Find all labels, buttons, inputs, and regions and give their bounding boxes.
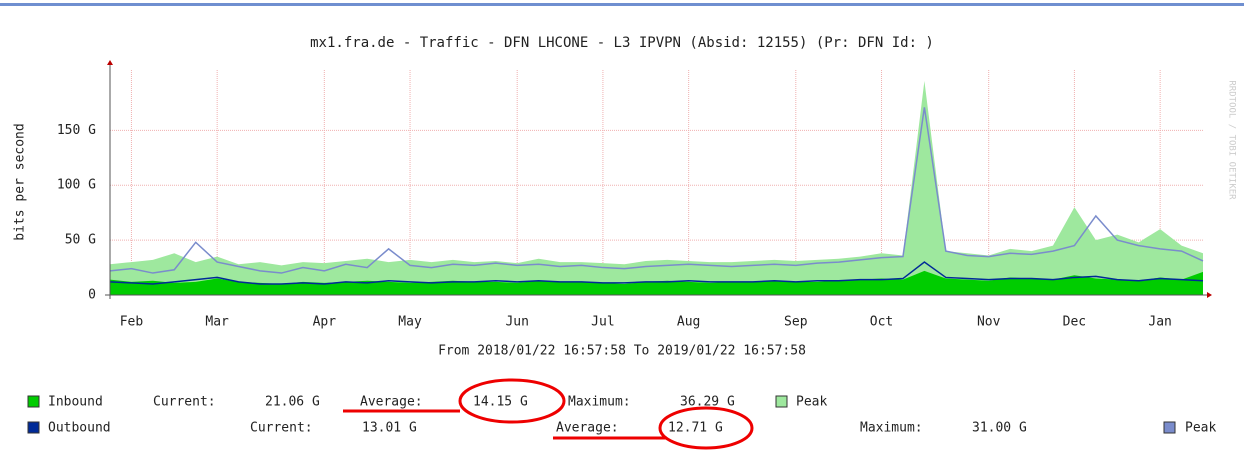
area	[110, 270, 1203, 295]
legend-swatch	[27, 395, 40, 408]
axis-arrow	[107, 60, 113, 65]
x-tick-label: Aug	[677, 315, 700, 330]
top-bar	[0, 3, 1244, 6]
line	[109, 261, 1204, 285]
x-tick-label: Feb	[120, 315, 144, 330]
x-tick-label: Jun	[505, 315, 528, 330]
stat-value: 36.29 G	[680, 395, 735, 410]
legend-swatch	[1163, 421, 1176, 434]
stat-label: Maximum:	[860, 421, 923, 436]
stat-label: Current:	[250, 421, 313, 436]
stat-value: 21.06 G	[265, 395, 320, 410]
chart-title: mx1.fra.de - Traffic - DFN LHCONE - L3 I…	[310, 35, 934, 51]
x-tick-label: Jan	[1148, 315, 1171, 330]
stat-value: 31.00 G	[972, 421, 1027, 436]
y-tick-label: 150 G	[57, 123, 96, 138]
area	[110, 80, 1203, 295]
annotations	[343, 378, 754, 450]
stat-label: Average:	[360, 395, 423, 410]
legend-swatch	[775, 395, 788, 408]
y-tick-label: 0	[88, 288, 96, 303]
x-tick-label: May	[398, 315, 422, 330]
x-tick-label: Oct	[870, 315, 893, 330]
x-axis-label: From 2018/01/22 16:57:58 To 2019/01/22 1…	[438, 344, 806, 359]
stat-value: 14.15 G	[473, 395, 528, 410]
legend: Inbound Current: 21.06 G Average: 14.15 …	[27, 395, 1216, 436]
stat-label: Current:	[153, 395, 216, 410]
x-tick-label: Sep	[784, 315, 808, 330]
legend-label: Peak	[796, 395, 827, 410]
stat-value: 13.01 G	[362, 421, 417, 436]
stat-value: 12.71 G	[668, 421, 723, 436]
legend-label: Outbound	[48, 421, 111, 436]
legend-label: Peak	[1185, 421, 1216, 436]
legend-swatch	[27, 421, 40, 434]
stat-label: Average:	[556, 421, 619, 436]
plot-area: 0 50 G 100 G 150 G Feb Mar Apr May Jun Jul Aug Sep O…	[57, 60, 1212, 330]
legend-label: Inbound	[48, 395, 103, 410]
highlight-circle	[458, 378, 566, 424]
x-tick-label: Nov	[977, 315, 1001, 330]
stat-label: Maximum:	[568, 395, 631, 410]
line	[109, 107, 1204, 274]
y-tick-label: 50 G	[65, 233, 96, 248]
y-axis-label: bits per second	[13, 123, 28, 240]
y-tick-label: 100 G	[57, 178, 96, 193]
x-tick-label: Jul	[591, 315, 614, 330]
x-tick-label: Apr	[313, 315, 337, 330]
x-tick-label: Dec	[1063, 315, 1086, 330]
axis-arrow	[1207, 292, 1212, 298]
watermark: RRDTOOL / TOBI OETIKER	[1227, 80, 1237, 200]
highlight-circle	[658, 406, 754, 450]
x-tick-label: Mar	[205, 315, 229, 330]
